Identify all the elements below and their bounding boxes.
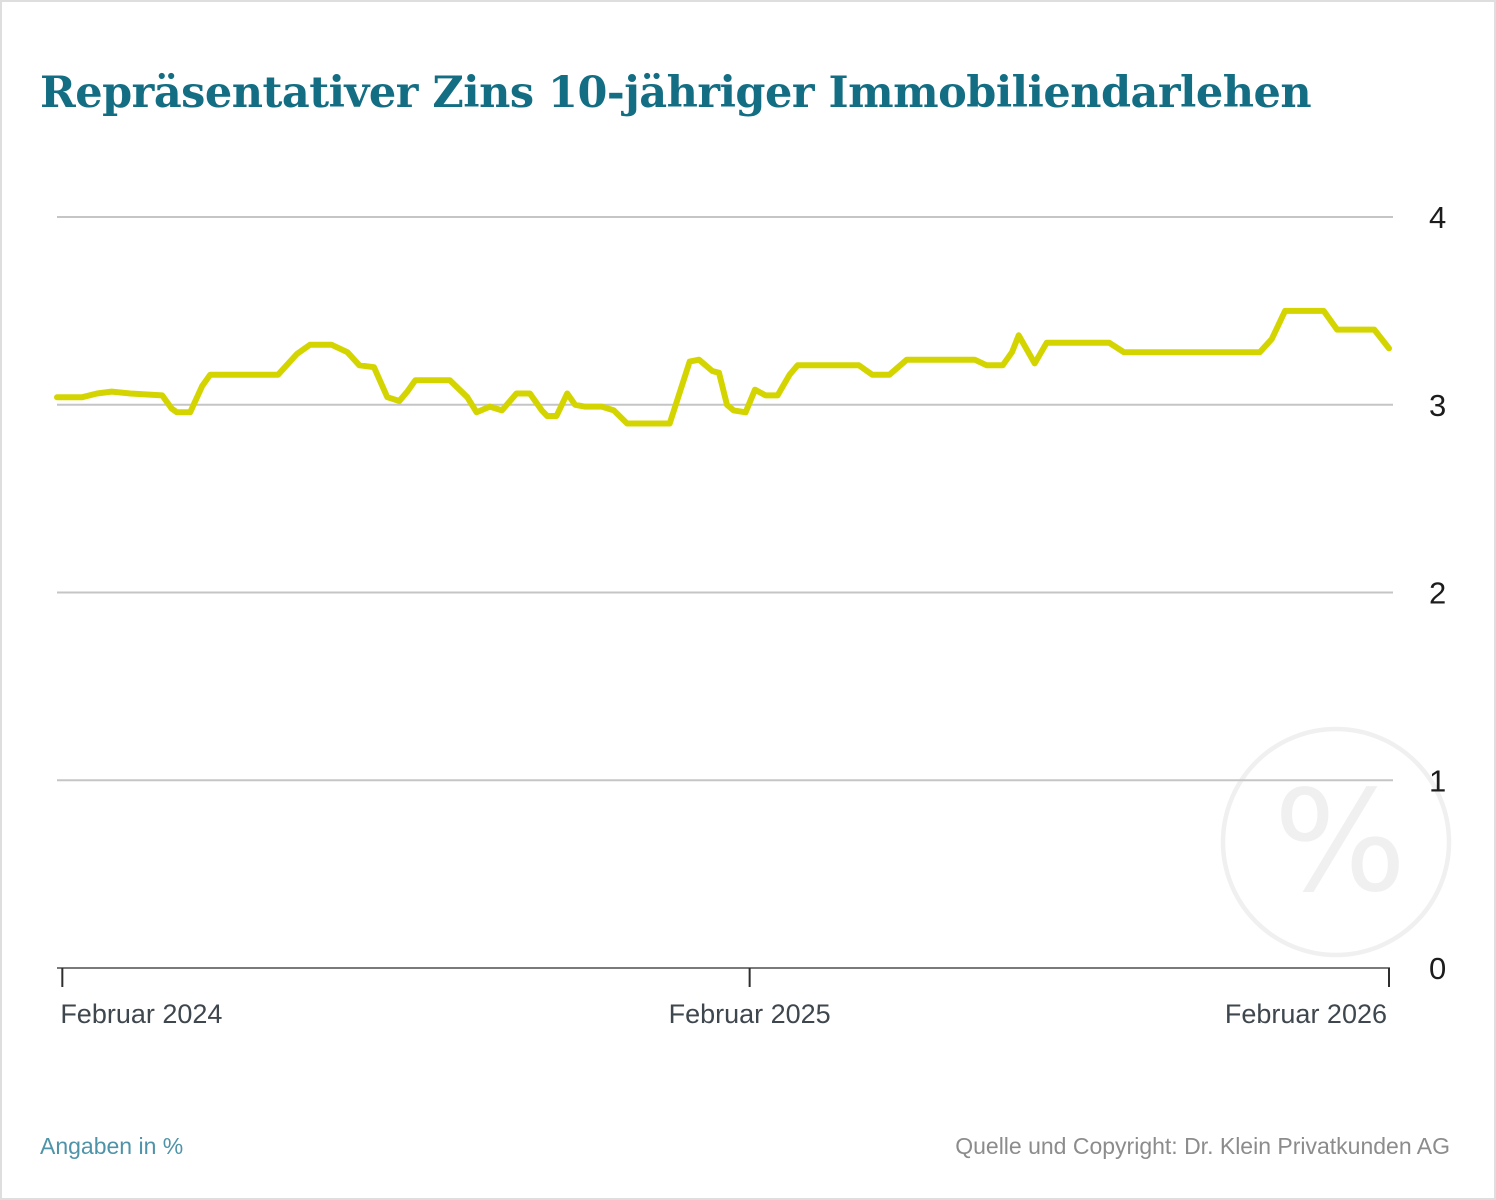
y-axis-label-0: 0 bbox=[1429, 951, 1446, 986]
unit-note: Angaben in % bbox=[40, 1133, 183, 1160]
y-axis-label-2: 2 bbox=[1429, 576, 1446, 611]
interest-rate-line-chart: % 0 1 2 3 4 Februar 2024 Februar 2025 Februar 20… bbox=[2, 2, 1496, 1200]
x-axis-label-1: Februar 2025 bbox=[669, 999, 831, 1029]
source-copyright-note: Quelle und Copyright: Dr. Klein Privatku… bbox=[955, 1133, 1450, 1160]
x-axis-label-2: Februar 2026 bbox=[1225, 999, 1387, 1029]
y-axis-label-1: 1 bbox=[1429, 763, 1446, 798]
rate-line-series-0 bbox=[57, 311, 1389, 424]
x-axis-label-0: Februar 2024 bbox=[60, 999, 222, 1029]
chart-card: Repräsentativer Zins 10-jähriger Immobil… bbox=[0, 0, 1496, 1200]
y-axis-label-4: 4 bbox=[1429, 200, 1446, 235]
y-axis-label-3: 3 bbox=[1429, 388, 1446, 423]
watermark-percent-icon: % bbox=[1273, 761, 1406, 924]
